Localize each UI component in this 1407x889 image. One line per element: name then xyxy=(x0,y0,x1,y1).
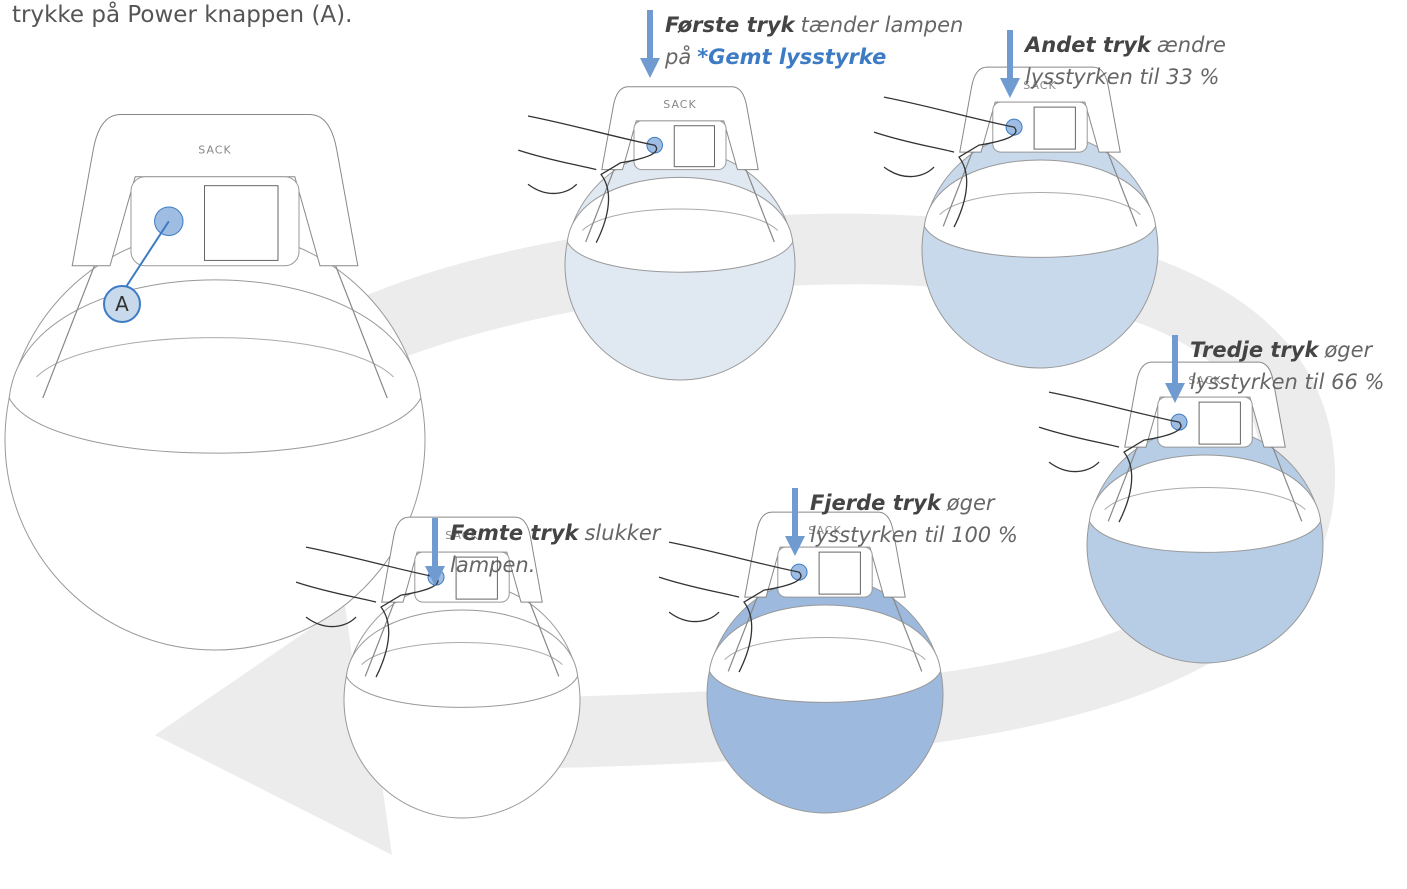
lamp: SACK xyxy=(518,86,796,381)
step-highlight: *Gemt lysstyrke xyxy=(697,45,886,69)
step-bold: Fjerde tryk xyxy=(810,491,943,515)
hand xyxy=(873,96,1017,228)
lamp-head xyxy=(71,114,359,267)
step-arrow-head xyxy=(785,536,805,556)
step-caption: på *Gemt lysstyrke xyxy=(664,44,886,69)
lamp: SACK xyxy=(873,66,1159,369)
step-text: øger xyxy=(1323,338,1373,362)
step-bold: Andet tryk xyxy=(1023,33,1153,57)
lamp-inner-rim xyxy=(939,191,1141,215)
callout-line xyxy=(123,220,170,291)
step-text: øger xyxy=(946,491,996,515)
step-caption: lysstyrken til 100 % xyxy=(810,523,1018,547)
brand-logo: SACK xyxy=(1188,374,1221,387)
lamp: SACK A xyxy=(4,114,426,651)
step-text: ændre xyxy=(1157,33,1226,57)
step-caption: Andet tryk ændre xyxy=(1023,33,1226,57)
step-arrow-head xyxy=(1165,383,1185,403)
lamp-head xyxy=(381,516,543,603)
lamp: SACK xyxy=(295,516,581,819)
lamp-display xyxy=(204,185,279,261)
lamp: SACK xyxy=(658,511,944,814)
lamp-opening xyxy=(923,159,1157,258)
lamp-head xyxy=(959,66,1121,153)
lamp: SACK xyxy=(1038,361,1324,664)
lamp-display xyxy=(455,556,498,600)
step: Tredje tryk øger lysstyrken til 66 % xyxy=(1165,335,1384,403)
brand-logo: SACK xyxy=(663,98,696,111)
lamp-opening xyxy=(708,604,942,703)
step-text: lysstyrken til 33 % xyxy=(1025,65,1219,89)
step-text: lysstyrken til 66 % xyxy=(1190,370,1384,394)
step-bold: Tredje tryk xyxy=(1190,338,1320,362)
lamp-inner-rim xyxy=(724,636,926,660)
step-arrow-head xyxy=(640,58,660,78)
step-arrow-shaft xyxy=(647,10,653,60)
brand-logo: SACK xyxy=(198,144,231,157)
lamp-inner-rim xyxy=(1104,486,1306,510)
step-caption: Første tryk tænder lampen xyxy=(665,13,963,37)
brand-logo: SACK xyxy=(1023,79,1056,92)
step-caption: Tredje tryk øger xyxy=(1190,338,1374,362)
step-arrow-head xyxy=(425,566,445,586)
step-arrow-head xyxy=(1000,78,1020,98)
step-bold: Første tryk xyxy=(665,13,797,37)
step-arrow-shaft xyxy=(792,488,798,538)
callout-label: A xyxy=(115,292,129,316)
hand xyxy=(1038,391,1182,523)
lamp-display xyxy=(818,551,861,595)
step-text: slukker xyxy=(584,521,661,545)
step-text: lampen. xyxy=(450,553,535,577)
flow-arrow xyxy=(155,213,1336,855)
lamp-inner-rim xyxy=(581,208,779,231)
step-caption: lysstyrken til 66 % xyxy=(1190,370,1384,394)
lamp-head xyxy=(1124,361,1286,448)
lamp-inner-rim xyxy=(36,337,394,378)
lamp-display xyxy=(673,125,715,168)
lamp-head xyxy=(601,86,759,171)
step-caption: lysstyrken til 33 % xyxy=(1025,65,1219,89)
step-caption: Femte tryk slukker xyxy=(450,521,662,545)
lamp-display xyxy=(1033,106,1076,150)
lamp-display xyxy=(1198,401,1241,445)
step-arrow-shaft xyxy=(1172,335,1178,385)
step-text: på xyxy=(664,44,691,69)
intro-text: trykke på Power knappen (A). xyxy=(12,0,352,28)
callout-circle xyxy=(103,285,141,323)
lamp-opening xyxy=(1088,454,1322,553)
step: Første tryk tænder lampen på *Gemt lysstyrk… xyxy=(640,10,963,78)
lamp-opening xyxy=(345,609,579,708)
step-text: tænder lampen xyxy=(801,13,964,37)
step-caption: Fjerde tryk øger xyxy=(810,491,996,515)
step-arrow-shaft xyxy=(432,518,438,568)
step: Fjerde tryk øger lysstyrken til 100 % xyxy=(785,488,1018,556)
step: Femte tryk slukker lampen. xyxy=(425,518,662,586)
step: Andet tryk ændre lysstyrken til 33 % xyxy=(1000,30,1226,98)
lamp-opening xyxy=(566,176,794,273)
lamp-opening xyxy=(8,279,422,454)
step-caption: lampen. xyxy=(450,553,535,577)
step-text: lysstyrken til 100 % xyxy=(810,523,1018,547)
brand-logo: SACK xyxy=(808,524,841,537)
hand xyxy=(658,541,802,673)
brand-logo: SACK xyxy=(445,529,478,542)
step-bold: Femte tryk xyxy=(450,521,581,545)
lamp-head xyxy=(744,511,906,598)
lamp-inner-rim xyxy=(361,641,563,665)
step-arrow-shaft xyxy=(1007,30,1013,80)
hand xyxy=(518,115,658,243)
